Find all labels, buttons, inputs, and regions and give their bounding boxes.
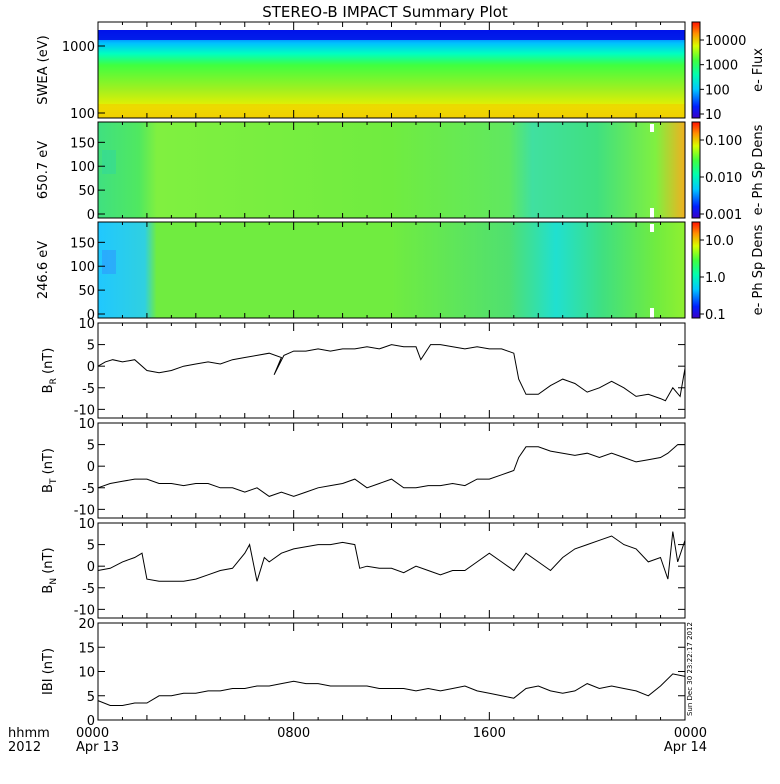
panel-ylabel: BT (nT) bbox=[41, 448, 59, 493]
x-tick-date-label: Apr 13 bbox=[76, 740, 119, 755]
plot-title: STEREO-B IMPACT Summary Plot bbox=[262, 3, 508, 21]
y-tick-label: 1000 bbox=[62, 40, 95, 55]
panel-ylabel: IBI (nT) bbox=[41, 648, 56, 695]
series-line bbox=[97, 444, 685, 497]
colorbar-tick-label: 0.100 bbox=[705, 134, 742, 149]
ylabel-unit: (nT) bbox=[41, 348, 56, 378]
y-tick-label: -10 bbox=[74, 603, 95, 618]
y-tick-label: 5 bbox=[87, 339, 95, 354]
colorbar-label: e- Flux bbox=[751, 48, 766, 92]
y-tick-label: 100 bbox=[70, 260, 95, 275]
y-tick-label: 50 bbox=[78, 184, 95, 199]
data-gap-mark bbox=[650, 308, 654, 318]
spectrogram-patch bbox=[102, 150, 116, 174]
series-line bbox=[97, 531, 686, 582]
ylabel-subscript: T bbox=[49, 478, 59, 485]
spectrogram-patch bbox=[102, 250, 116, 274]
y-tick-label: 5 bbox=[87, 439, 95, 454]
y-tick-label: -5 bbox=[82, 382, 95, 397]
panel-frame bbox=[97, 322, 686, 419]
panel-frame bbox=[97, 522, 686, 619]
ylabel-subscript: R bbox=[49, 378, 59, 384]
ylabel-main: B bbox=[41, 484, 56, 493]
y-tick-label: 150 bbox=[70, 136, 95, 151]
y-tick-label: 10 bbox=[78, 517, 95, 532]
panel-frame bbox=[97, 622, 686, 721]
x-tick-label: 0000 bbox=[674, 726, 707, 741]
colorbar-tick-label: 1000 bbox=[705, 59, 738, 74]
colorbar-tick-label: 0.001 bbox=[705, 208, 742, 223]
y-tick-label: 0 bbox=[87, 714, 95, 729]
data-gap-mark bbox=[650, 124, 654, 132]
x-tick-label: 0800 bbox=[277, 726, 310, 741]
x-tick-label: 1600 bbox=[473, 726, 506, 741]
y-tick-label: 100 bbox=[70, 107, 95, 122]
panel-frame bbox=[97, 221, 686, 319]
series-line bbox=[97, 344, 686, 402]
spectrogram-low-flux-band bbox=[98, 30, 685, 40]
panel-ylabel: 650.7 eV bbox=[36, 141, 51, 199]
y-tick-label: 150 bbox=[70, 236, 95, 251]
y-tick-label: 10 bbox=[78, 666, 95, 681]
x-tick-label: 0000 bbox=[76, 726, 109, 741]
colorbar-label: e- Ph Sp Dens bbox=[751, 124, 766, 215]
y-tick-label: 10 bbox=[78, 317, 95, 332]
y-tick-label: 0 bbox=[87, 560, 95, 575]
y-tick-label: 20 bbox=[78, 617, 95, 632]
colorbar bbox=[691, 121, 701, 219]
colorbar-tick-label: 0.010 bbox=[705, 171, 742, 186]
spectrogram-image bbox=[98, 122, 685, 218]
spectrogram-image bbox=[98, 222, 685, 318]
ylabel-subscript: N bbox=[49, 578, 59, 585]
time-axis-label-hhmm: hhmm bbox=[8, 726, 50, 741]
y-tick-label: 5 bbox=[87, 690, 95, 705]
ylabel-main: B bbox=[41, 384, 56, 393]
y-tick-label: 100 bbox=[70, 160, 95, 175]
y-tick-label: 0 bbox=[87, 308, 95, 323]
panel-frame bbox=[97, 121, 686, 219]
panel-frame bbox=[97, 21, 686, 119]
y-tick-label: -5 bbox=[82, 582, 95, 597]
x-tick-date-label: Apr 14 bbox=[664, 740, 707, 755]
panel-ylabel: BR (nT) bbox=[41, 348, 59, 394]
y-tick-label: 0 bbox=[87, 360, 95, 375]
ylabel-main: B bbox=[41, 585, 56, 594]
colorbar bbox=[691, 21, 701, 119]
y-tick-label: 10 bbox=[78, 417, 95, 432]
ylabel-unit: (nT) bbox=[41, 448, 56, 478]
y-tick-label: -10 bbox=[74, 503, 95, 518]
y-tick-label: 15 bbox=[78, 641, 95, 656]
ylabel-unit: (nT) bbox=[41, 547, 56, 577]
data-gap-mark bbox=[650, 208, 654, 218]
colorbar-tick-label: 1.0 bbox=[705, 271, 726, 286]
panel-ylabel: 246.6 eV bbox=[36, 241, 51, 299]
colorbar-tick-label: 10000 bbox=[705, 34, 746, 49]
panel-frame bbox=[97, 422, 686, 519]
colorbar-label: e- Ph Sp Dens bbox=[751, 224, 766, 315]
y-tick-label: -5 bbox=[82, 482, 95, 497]
y-tick-label: -10 bbox=[74, 403, 95, 418]
timestamp-stamp: Sun Dec 30 23:22:17 2012 bbox=[686, 622, 694, 716]
colorbar-tick-label: 10.0 bbox=[705, 234, 734, 249]
colorbar-tick-label: 0.1 bbox=[705, 308, 726, 323]
time-axis-label-year: 2012 bbox=[8, 740, 41, 755]
data-gap-mark bbox=[650, 224, 654, 232]
y-tick-label: 5 bbox=[87, 539, 95, 554]
y-tick-label: 0 bbox=[87, 460, 95, 475]
y-tick-label: 0 bbox=[87, 208, 95, 223]
y-tick-label: 50 bbox=[78, 284, 95, 299]
colorbar bbox=[691, 221, 701, 319]
colorbar-tick-label: 10 bbox=[705, 108, 722, 123]
panel-ylabel: SWEA (eV) bbox=[36, 35, 51, 104]
series-line bbox=[97, 673, 686, 706]
panel-ylabel: BN (nT) bbox=[41, 547, 59, 593]
colorbar-tick-label: 100 bbox=[705, 83, 730, 98]
